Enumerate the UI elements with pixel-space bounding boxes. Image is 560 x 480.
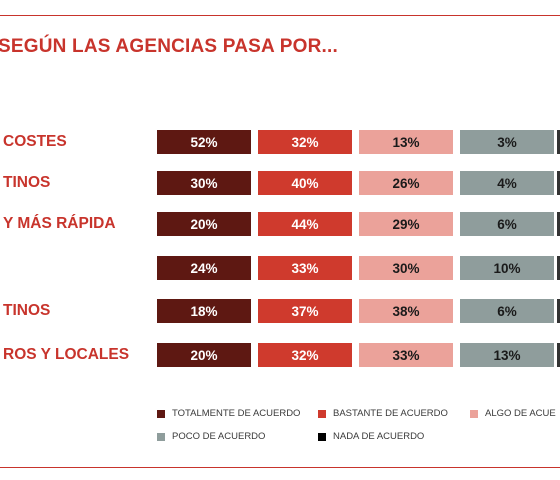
legend-label: TOTALMENTE DE ACUERDO [172, 408, 301, 419]
data-cell: 40% [258, 171, 352, 195]
data-cell: 33% [359, 343, 453, 367]
data-cell: 3% [460, 130, 554, 154]
legend-swatch [318, 409, 326, 418]
data-cell: 6% [460, 299, 554, 323]
legend-label: ALGO DE ACUE [485, 408, 556, 419]
data-cell-clipped [557, 212, 560, 236]
legend-item: BASTANTE DE ACUERDO [318, 408, 448, 419]
row-label: Y MÁS RÁPIDA [3, 215, 116, 232]
legend-item: NADA DE ACUERDO [318, 431, 424, 442]
legend-label: POCO DE ACUERDO [172, 431, 266, 442]
data-cell: 30% [157, 171, 251, 195]
row-label: ROS Y LOCALES [3, 346, 130, 363]
legend-swatch [318, 432, 326, 441]
row-label: COSTES [3, 133, 67, 150]
data-cell: 44% [258, 212, 352, 236]
data-cell-clipped [557, 343, 560, 367]
legend-item: POCO DE ACUERDO [157, 431, 265, 442]
data-cell: 32% [258, 343, 352, 367]
legend-swatch [157, 432, 165, 441]
legend-label: NADA DE ACUERDO [333, 431, 425, 442]
data-cell: 6% [460, 212, 554, 236]
row-label: TINOS [3, 174, 51, 191]
data-cell: 26% [359, 171, 453, 195]
data-cell-clipped [557, 171, 560, 195]
data-cell: 32% [258, 130, 352, 154]
data-cell: 20% [157, 212, 251, 236]
legend-swatch [470, 409, 478, 418]
data-cell: 10% [460, 256, 554, 280]
legend-item: ALGO DE ACUE [470, 408, 556, 419]
data-cell: 33% [258, 256, 352, 280]
data-cell: 29% [359, 212, 453, 236]
data-cell: 13% [460, 343, 554, 367]
data-cell: 52% [157, 130, 251, 154]
data-cell: 18% [157, 299, 251, 323]
legend-item: TOTALMENTE DE ACUERDO [157, 408, 300, 419]
data-cell: 37% [258, 299, 352, 323]
legend-label: BASTANTE DE ACUERDO [333, 408, 448, 419]
data-cell: 20% [157, 343, 251, 367]
top-rule [0, 15, 560, 16]
data-cell: 4% [460, 171, 554, 195]
bottom-rule [0, 467, 560, 468]
chart-title: SEGÚN LAS AGENCIAS PASA POR... [0, 36, 338, 57]
data-cell: 30% [359, 256, 453, 280]
data-cell-clipped [557, 299, 560, 323]
data-cell: 38% [359, 299, 453, 323]
data-cell-clipped [557, 256, 560, 280]
row-label: TINOS [3, 302, 51, 319]
data-cell: 24% [157, 256, 251, 280]
data-cell: 13% [359, 130, 453, 154]
legend-swatch [157, 409, 165, 418]
data-cell-clipped [557, 130, 560, 154]
